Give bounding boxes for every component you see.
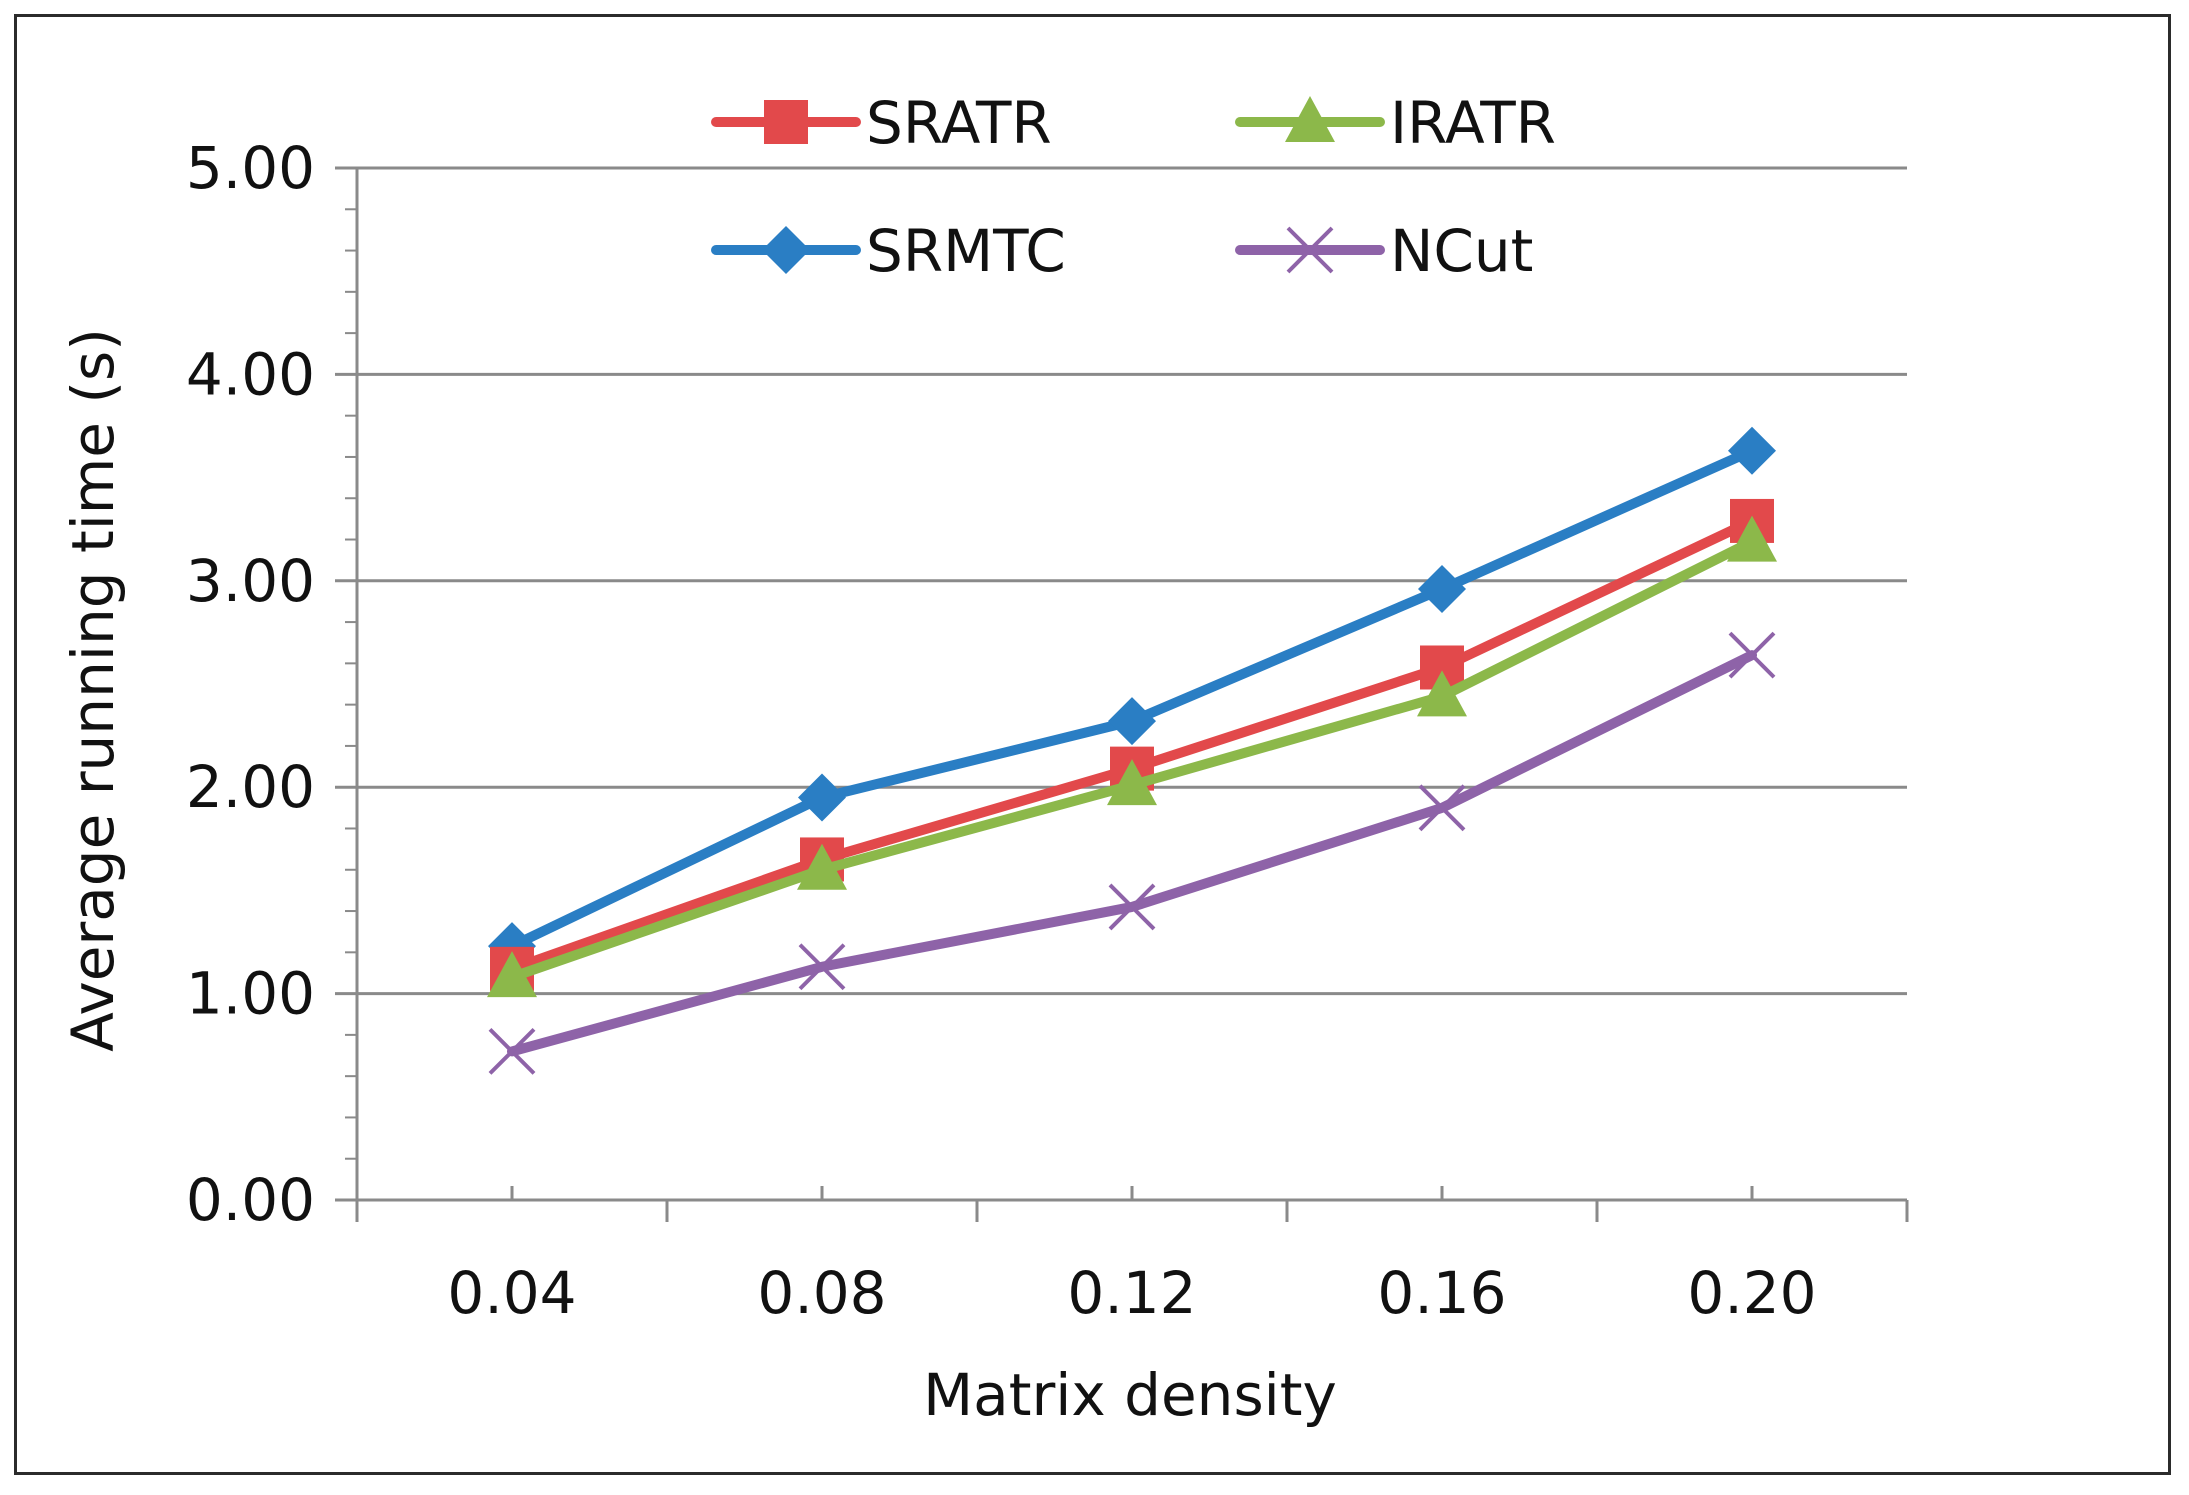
- legend-marker-sratr: [764, 100, 808, 144]
- legend-label-ncut: NCut: [1390, 217, 1533, 285]
- x-axis-title: Matrix density: [923, 1361, 1337, 1429]
- y-tick-label: 1.00: [186, 960, 315, 1028]
- data-point-ncut: [1418, 784, 1466, 832]
- x-tick-label: 0.08: [757, 1259, 886, 1327]
- data-point-iratr: [797, 843, 847, 890]
- data-point-srmtc: [1728, 426, 1776, 475]
- series-iratr: [487, 515, 1777, 998]
- series-ncut: [488, 631, 1776, 1075]
- y-tick-label: 4.00: [186, 340, 315, 408]
- y-axis-title: Average running time (s): [59, 328, 127, 1052]
- axes: 0.00 1.00 2.00 3.00 4.00 5.00 0.04 0.08 0.12 0.16…: [186, 134, 1909, 1327]
- data-point-iratr: [1417, 670, 1467, 717]
- data-point-iratr: [487, 951, 537, 998]
- x-marker-stroke: [488, 1027, 536, 1075]
- data-point-srmtc: [1108, 697, 1156, 746]
- data-point-iratr: [1107, 759, 1157, 806]
- legend-item-ncut: NCut: [1235, 217, 1533, 285]
- legend-item-srmtc: SRMTC: [711, 217, 1066, 285]
- legend-label-iratr: IRATR: [1390, 89, 1556, 157]
- legend-marker-ncut: [1286, 226, 1334, 274]
- data-point-srmtc: [1418, 565, 1466, 614]
- series-srmtc: [488, 426, 1776, 971]
- x-marker-stroke: [1728, 631, 1776, 679]
- data-point-ncut: [488, 1027, 536, 1075]
- legend-item-sratr: SRATR: [711, 89, 1052, 157]
- x-marker-stroke: [1108, 883, 1156, 931]
- data-point-ncut: [798, 943, 846, 991]
- y-tick-label: 0.00: [186, 1166, 315, 1234]
- data-point-iratr: [1727, 515, 1777, 562]
- data-point-ncut: [1108, 883, 1156, 931]
- y-tick-label: 3.00: [186, 547, 315, 615]
- data-point-ncut: [1728, 631, 1776, 679]
- x-tick-label: 0.04: [447, 1259, 576, 1327]
- legend-item-iratr: IRATR: [1235, 89, 1556, 157]
- data-point-srmtc: [798, 773, 846, 822]
- legend-marker-iratr: [1285, 96, 1335, 142]
- x-marker-stroke: [1286, 226, 1334, 274]
- chart-frame: [14, 14, 2171, 1475]
- legend: SRATR IRATR SRMTC NCut: [711, 89, 1556, 285]
- y-tick-label: 5.00: [186, 134, 315, 202]
- x-tick-label: 0.16: [1377, 1259, 1506, 1327]
- legend-label-sratr: SRATR: [866, 89, 1052, 157]
- y-tick-label: 2.00: [186, 753, 315, 821]
- series-group: [487, 426, 1777, 1075]
- legend-label-srmtc: SRMTC: [866, 217, 1066, 285]
- legend-marker-srmtc: [762, 226, 810, 274]
- x-marker-stroke: [1418, 784, 1466, 832]
- x-marker-stroke: [798, 943, 846, 991]
- x-tick-label: 0.20: [1687, 1259, 1816, 1327]
- x-tick-label: 0.12: [1067, 1259, 1196, 1327]
